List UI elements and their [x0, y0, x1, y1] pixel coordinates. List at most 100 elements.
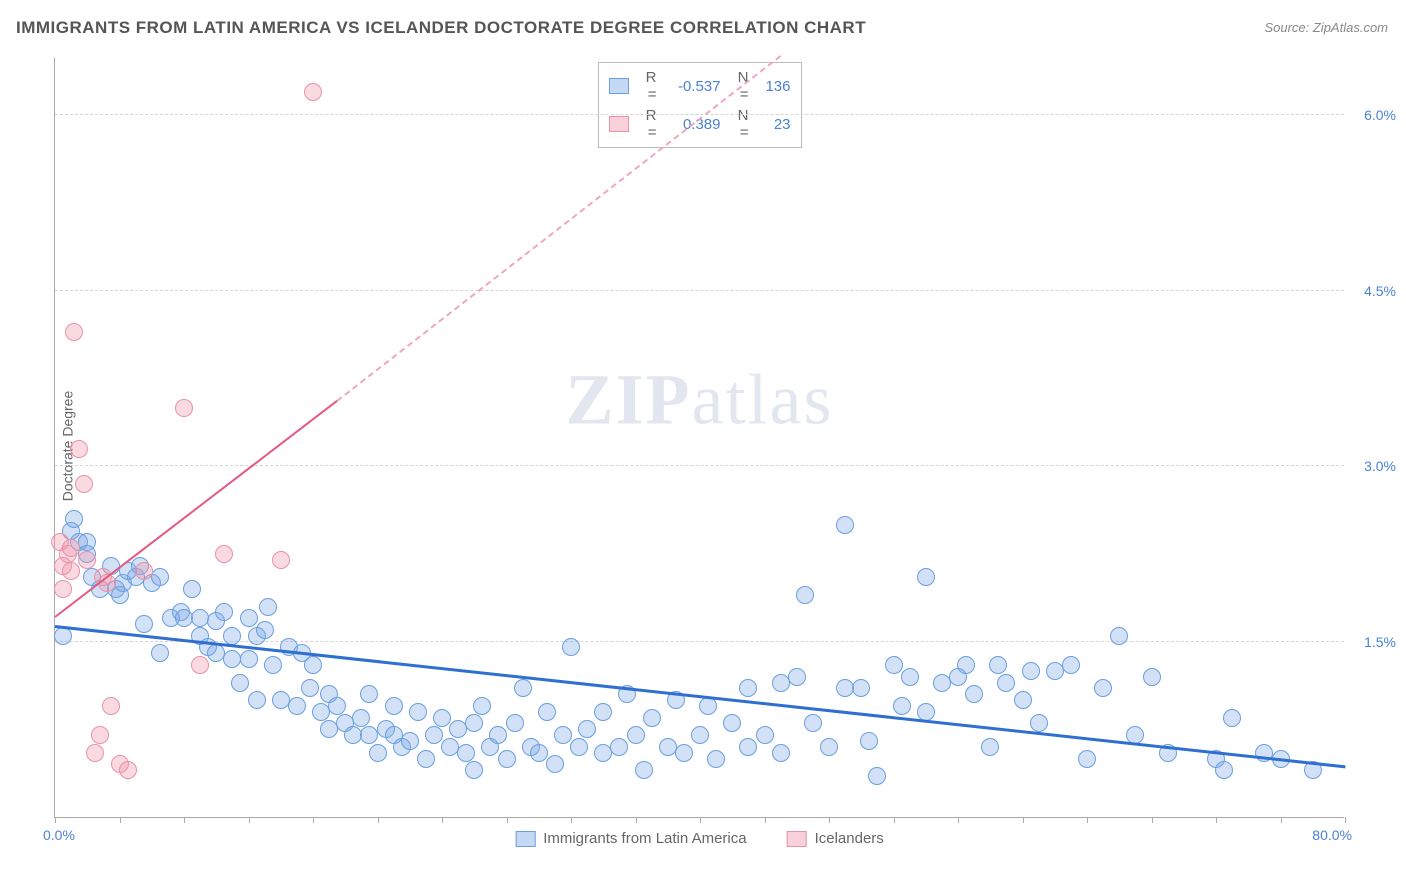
swatch-series-1	[515, 831, 535, 847]
scatter-point	[183, 580, 201, 598]
stats-row: R = -0.537 N = 136	[609, 67, 791, 105]
scatter-point	[86, 744, 104, 762]
scatter-point	[288, 697, 306, 715]
scatter-point	[259, 598, 277, 616]
x-tick-mark	[184, 817, 185, 823]
scatter-point	[852, 679, 870, 697]
scatter-point	[627, 726, 645, 744]
scatter-point	[772, 744, 790, 762]
legend-item: Immigrants from Latin America	[515, 830, 746, 847]
x-tick-mark	[700, 817, 701, 823]
x-tick-mark	[1023, 817, 1024, 823]
x-tick-mark	[249, 817, 250, 823]
scatter-point	[62, 562, 80, 580]
scatter-point	[62, 539, 80, 557]
scatter-point	[240, 609, 258, 627]
scatter-point	[836, 516, 854, 534]
scatter-point	[514, 679, 532, 697]
scatter-point	[578, 720, 596, 738]
legend-label: Immigrants from Latin America	[543, 830, 746, 847]
scatter-point	[796, 586, 814, 604]
scatter-point	[1078, 750, 1096, 768]
stats-n-value: 23	[757, 116, 791, 133]
scatter-point	[739, 738, 757, 756]
legend-label: Icelanders	[815, 830, 884, 847]
scatter-point	[562, 638, 580, 656]
scatter-point	[723, 714, 741, 732]
scatter-point	[256, 621, 274, 639]
scatter-point	[54, 627, 72, 645]
scatter-point	[465, 714, 483, 732]
scatter-point	[756, 726, 774, 744]
plot-area: ZIPatlas R = -0.537 N = 136 R = 0.389 N …	[54, 58, 1344, 818]
scatter-point	[457, 744, 475, 762]
scatter-point	[788, 668, 806, 686]
scatter-point	[1215, 761, 1233, 779]
gridline	[55, 114, 1344, 115]
scatter-point	[223, 627, 241, 645]
x-tick-mark	[313, 817, 314, 823]
scatter-point	[385, 697, 403, 715]
scatter-point	[417, 750, 435, 768]
scatter-point	[1062, 656, 1080, 674]
scatter-point	[248, 691, 266, 709]
watermark-bold: ZIP	[566, 359, 692, 439]
scatter-point	[804, 714, 822, 732]
scatter-point	[369, 744, 387, 762]
scatter-point	[433, 709, 451, 727]
scatter-point	[981, 738, 999, 756]
scatter-point	[301, 679, 319, 697]
scatter-point	[409, 703, 427, 721]
x-tick-mark	[120, 817, 121, 823]
scatter-point	[739, 679, 757, 697]
scatter-point	[1030, 714, 1048, 732]
x-tick-mark	[636, 817, 637, 823]
scatter-point	[820, 738, 838, 756]
scatter-point	[151, 644, 169, 662]
scatter-point	[538, 703, 556, 721]
scatter-point	[570, 738, 588, 756]
swatch-series-2	[787, 831, 807, 847]
scatter-point	[506, 714, 524, 732]
scatter-point	[54, 580, 72, 598]
scatter-point	[868, 767, 886, 785]
scatter-point	[272, 551, 290, 569]
chart-source: Source: ZipAtlas.com	[1264, 20, 1388, 35]
scatter-point	[965, 685, 983, 703]
scatter-point	[1022, 662, 1040, 680]
scatter-point	[957, 656, 975, 674]
scatter-point	[75, 475, 93, 493]
scatter-point	[901, 668, 919, 686]
bottom-legend: Immigrants from Latin America Icelanders	[515, 830, 884, 847]
trendline-series-2-dashed	[337, 55, 782, 401]
scatter-point	[151, 568, 169, 586]
watermark: ZIPatlas	[566, 358, 834, 441]
y-tick-label: 4.5%	[1364, 283, 1396, 299]
y-tick-label: 1.5%	[1364, 634, 1396, 650]
scatter-point	[1223, 709, 1241, 727]
scatter-point	[465, 761, 483, 779]
scatter-point	[135, 562, 153, 580]
scatter-point	[594, 703, 612, 721]
scatter-point	[707, 750, 725, 768]
scatter-point	[78, 551, 96, 569]
scatter-point	[610, 738, 628, 756]
x-tick-min: 0.0%	[43, 827, 75, 843]
scatter-point	[175, 399, 193, 417]
x-tick-mark	[1087, 817, 1088, 823]
x-tick-mark	[55, 817, 56, 823]
scatter-point	[65, 510, 83, 528]
scatter-point	[304, 83, 322, 101]
scatter-point	[425, 726, 443, 744]
x-tick-mark	[1216, 817, 1217, 823]
scatter-point	[675, 744, 693, 762]
scatter-point	[885, 656, 903, 674]
x-tick-mark	[1281, 817, 1282, 823]
scatter-point	[498, 750, 516, 768]
x-tick-mark	[894, 817, 895, 823]
scatter-point	[360, 685, 378, 703]
stats-r-label: R =	[637, 107, 657, 141]
stats-n-label: N =	[729, 107, 749, 141]
scatter-point	[328, 697, 346, 715]
scatter-point	[1110, 627, 1128, 645]
